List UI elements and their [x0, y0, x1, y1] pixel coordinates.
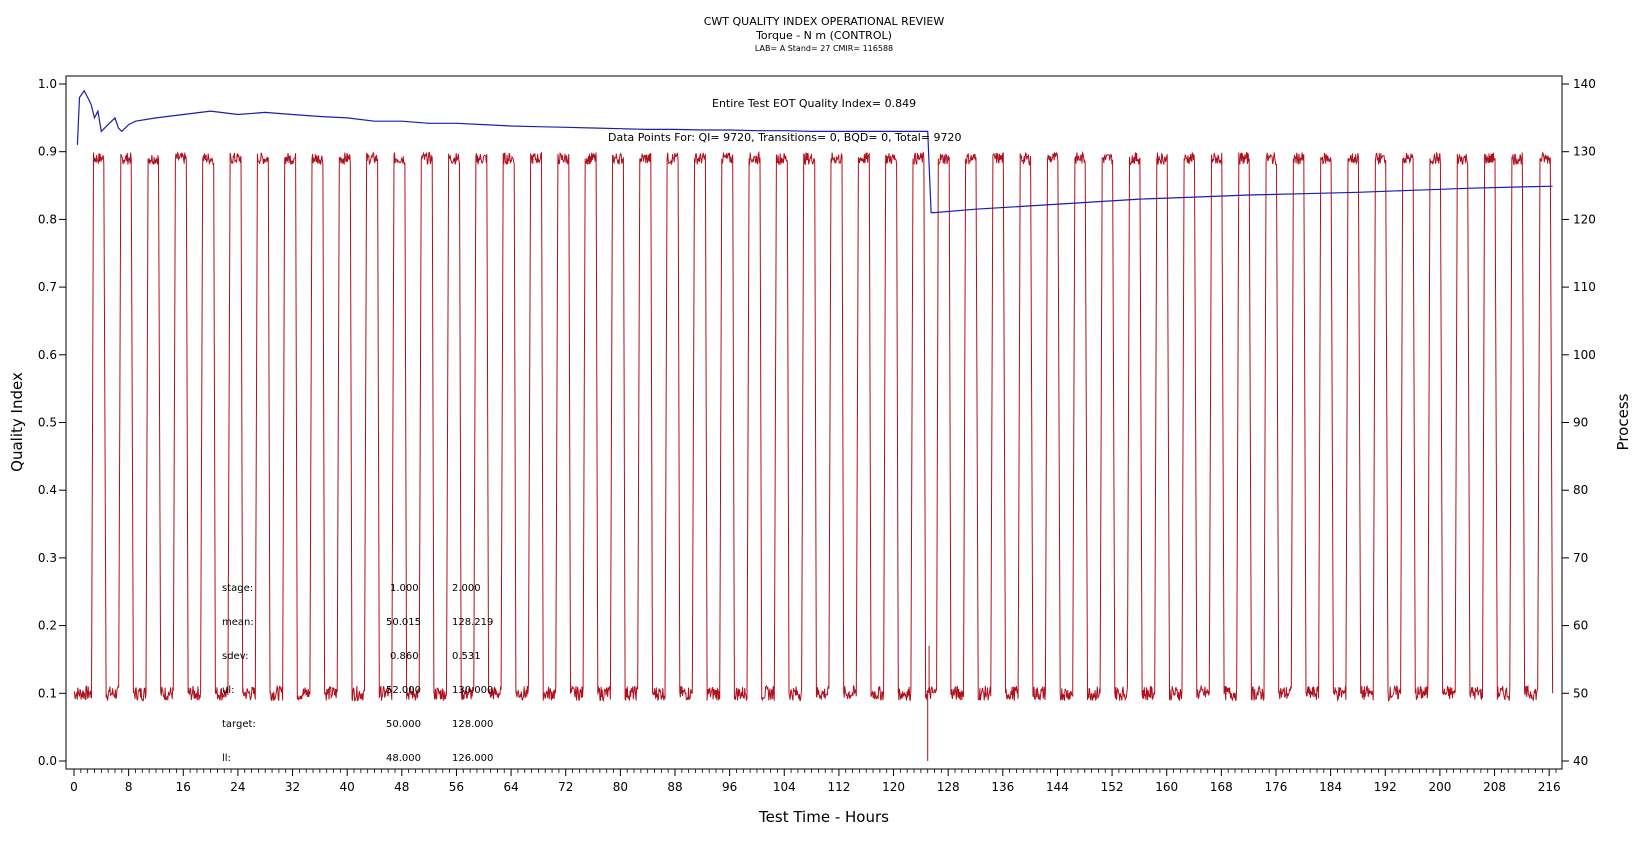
x-tick-label: 160 [1155, 780, 1178, 794]
x-tick-label: 24 [230, 780, 245, 794]
chart-title: CWT QUALITY INDEX OPERATIONAL REVIEW [704, 15, 945, 28]
y-right-tick-label: 130 [1573, 145, 1596, 159]
x-tick-label: 208 [1483, 780, 1506, 794]
stats-v1-stage: 1.000 [390, 583, 419, 594]
stats-v2-ul: 130.000 [452, 685, 493, 696]
x-tick-label: 88 [667, 780, 682, 794]
x-tick-label: 48 [394, 780, 409, 794]
x-tick-label: 72 [558, 780, 573, 794]
chart-meta-line: LAB= A Stand= 27 CMIR= 116588 [755, 44, 893, 53]
x-tick-label: 120 [882, 780, 905, 794]
y-right-tick-label: 110 [1573, 280, 1596, 294]
x-tick-label: 0 [70, 780, 78, 794]
y-left-tick-label: 1.0 [38, 77, 57, 91]
stats-label-ll: ll: [222, 753, 231, 764]
y-right-tick-label: 40 [1573, 754, 1588, 768]
y-left-tick-label: 0.5 [38, 416, 57, 430]
stats-v2-mean: 128.219 [452, 617, 493, 628]
x-tick-label: 176 [1265, 780, 1288, 794]
stats-v2-sdev: 0.531 [452, 651, 481, 662]
stats-v1-sdev: 0.860 [390, 651, 419, 662]
stats-label-mean: mean: [222, 617, 254, 628]
stats-v1-ll: 48.000 [386, 753, 421, 764]
stats-label-ul: ul: [222, 685, 235, 696]
x-tick-label: 80 [613, 780, 628, 794]
series-layer [73, 89, 1554, 761]
x-tick-label: 64 [503, 780, 518, 794]
stats-v2-target: 128.000 [452, 719, 493, 730]
y-axis-title-left: Quality Index [8, 372, 26, 472]
x-tick-label: 152 [1101, 780, 1124, 794]
x-axis-title: Test Time - Hours [758, 808, 889, 826]
x-tick-label: 40 [340, 780, 355, 794]
process-series-spike [927, 645, 930, 761]
x-tick-label: 192 [1374, 780, 1397, 794]
annotation-data-points: Data Points For: QI= 9720, Transitions= … [608, 131, 962, 144]
stats-table: stage: 1.000 2.000 mean: 50.015 128.219 … [222, 583, 493, 764]
axis-ticks: 0 8 16 24 32 40 48 56 64 72 80 88 96 104 112 120 128 136 1… [38, 77, 1596, 794]
x-tick-label: 184 [1319, 780, 1342, 794]
x-tick-label: 16 [176, 780, 191, 794]
x-tick-label: 216 [1538, 780, 1561, 794]
stats-v2-stage: 2.000 [452, 583, 481, 594]
stats-v1-ul: 52.000 [386, 685, 421, 696]
x-tick-label: 56 [449, 780, 464, 794]
y-left-tick-label: 0.8 [38, 212, 57, 226]
x-tick-label: 112 [827, 780, 850, 794]
y-left-tick-label: 0.2 [38, 619, 57, 633]
chart-subtitle: Torque - N m (CONTROL) [755, 29, 892, 42]
y-left-tick-label: 0.7 [38, 280, 57, 294]
y-left-tick-label: 0.4 [38, 483, 57, 497]
stats-v1-target: 50.000 [386, 719, 421, 730]
y-right-tick-label: 70 [1573, 551, 1588, 565]
stats-v1-mean: 50.015 [386, 617, 421, 628]
x-tick-label: 136 [991, 780, 1014, 794]
quality-index-series-line [76, 89, 1553, 214]
y-right-tick-label: 140 [1573, 77, 1596, 91]
y-left-tick-label: 0.0 [38, 754, 57, 768]
y-left-tick-label: 0.9 [38, 145, 57, 159]
x-tick-label: 8 [125, 780, 133, 794]
x-tick-label: 200 [1428, 780, 1451, 794]
y-axis-title-right: Process [1614, 393, 1632, 450]
y-left-tick-label: 0.6 [38, 348, 57, 362]
x-tick-label: 168 [1210, 780, 1233, 794]
stats-v2-ll: 126.000 [452, 753, 493, 764]
y-left-tick-label: 0.1 [38, 686, 57, 700]
x-tick-label: 32 [285, 780, 300, 794]
y-right-tick-label: 50 [1573, 686, 1588, 700]
y-right-tick-label: 60 [1573, 619, 1588, 633]
stats-label-stage: stage: [222, 583, 253, 594]
y-left-tick-label: 0.3 [38, 551, 57, 565]
process-series-line [73, 150, 1554, 703]
y-right-tick-label: 100 [1573, 348, 1596, 362]
y-right-tick-label: 90 [1573, 416, 1588, 430]
y-right-tick-label: 80 [1573, 483, 1588, 497]
stats-label-target: target: [222, 719, 256, 730]
stats-label-sdev: sdev: [222, 651, 248, 662]
x-tick-label: 144 [1046, 780, 1069, 794]
y-right-tick-label: 120 [1573, 212, 1596, 226]
plot-frame [65, 75, 1563, 770]
x-tick-label: 104 [773, 780, 796, 794]
x-tick-label: 128 [937, 780, 960, 794]
x-tick-label: 96 [722, 780, 737, 794]
annotation-quality-index: Entire Test EOT Quality Index= 0.849 [712, 97, 916, 110]
